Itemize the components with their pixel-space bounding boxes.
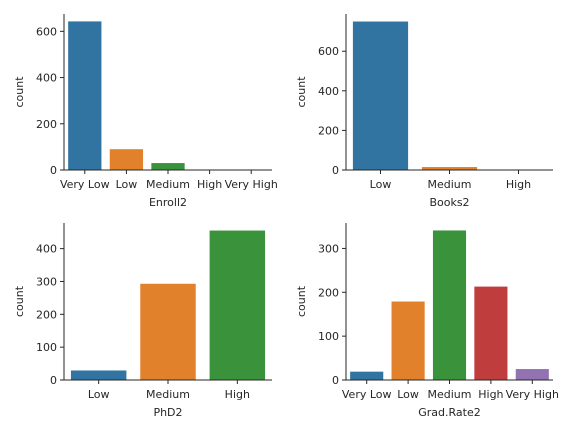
y-tick-label: 0 xyxy=(332,374,339,387)
x-axis-label: PhD2 xyxy=(153,406,182,419)
y-tick-label: 200 xyxy=(318,124,339,137)
x-tick-label: Medium xyxy=(146,388,190,401)
bar xyxy=(353,22,408,170)
y-tick-label: 200 xyxy=(318,286,339,299)
subplot-2: 0 200 400 600 Low Medium High Books2 count xyxy=(295,14,553,209)
bar xyxy=(140,284,195,380)
x-tick-label: Very High xyxy=(225,178,278,191)
bar xyxy=(68,21,101,170)
y-tick-label: 200 xyxy=(36,118,57,131)
x-tick-label: Low xyxy=(116,178,138,191)
bar xyxy=(433,230,466,380)
x-tick-label: High xyxy=(506,178,531,191)
y-tick-label: 400 xyxy=(36,243,57,256)
bar xyxy=(516,369,549,380)
x-tick-label: Very Low xyxy=(342,388,392,401)
y-axis-label: count xyxy=(295,76,308,108)
y-tick-label: 0 xyxy=(332,164,339,177)
y-axis-label: count xyxy=(295,285,308,317)
y-axis-label: count xyxy=(13,76,26,108)
bar xyxy=(210,231,265,380)
y-tick-label: 0 xyxy=(50,164,57,177)
bar xyxy=(474,287,507,380)
x-tick-label: Medium xyxy=(428,388,472,401)
y-tick-label: 100 xyxy=(36,341,57,354)
bar xyxy=(350,372,383,380)
y-tick-label: 400 xyxy=(318,85,339,98)
y-tick-label: 300 xyxy=(36,275,57,288)
y-tick-label: 400 xyxy=(36,72,57,85)
y-tick-label: 0 xyxy=(50,374,57,387)
x-axis-label: Books2 xyxy=(429,196,469,209)
y-tick-label: 100 xyxy=(318,330,339,343)
x-tick-label: Medium xyxy=(428,178,472,191)
y-tick-label: 600 xyxy=(36,25,57,38)
x-axis-label: Grad.Rate2 xyxy=(418,406,481,419)
x-tick-label: Medium xyxy=(146,178,190,191)
y-tick-label: 200 xyxy=(36,308,57,321)
bar xyxy=(71,370,126,380)
x-axis-label: Enroll2 xyxy=(149,196,187,209)
y-tick-label: 600 xyxy=(318,45,339,58)
subplot-3: 0 100 200 300 400 Low Medium High PhD2 count xyxy=(13,223,272,419)
y-tick-label: 300 xyxy=(318,242,339,255)
x-tick-label: Low xyxy=(397,388,419,401)
x-tick-label: High xyxy=(225,388,250,401)
x-tick-label: High xyxy=(478,388,503,401)
x-tick-label: Low xyxy=(370,178,392,191)
x-tick-label: High xyxy=(197,178,222,191)
bar xyxy=(110,149,143,170)
x-tick-label: Very Low xyxy=(60,178,110,191)
x-tick-label: Very High xyxy=(506,388,559,401)
bar xyxy=(151,163,184,170)
bar xyxy=(392,302,425,381)
x-tick-label: Low xyxy=(88,388,110,401)
y-axis-label: count xyxy=(13,285,26,317)
